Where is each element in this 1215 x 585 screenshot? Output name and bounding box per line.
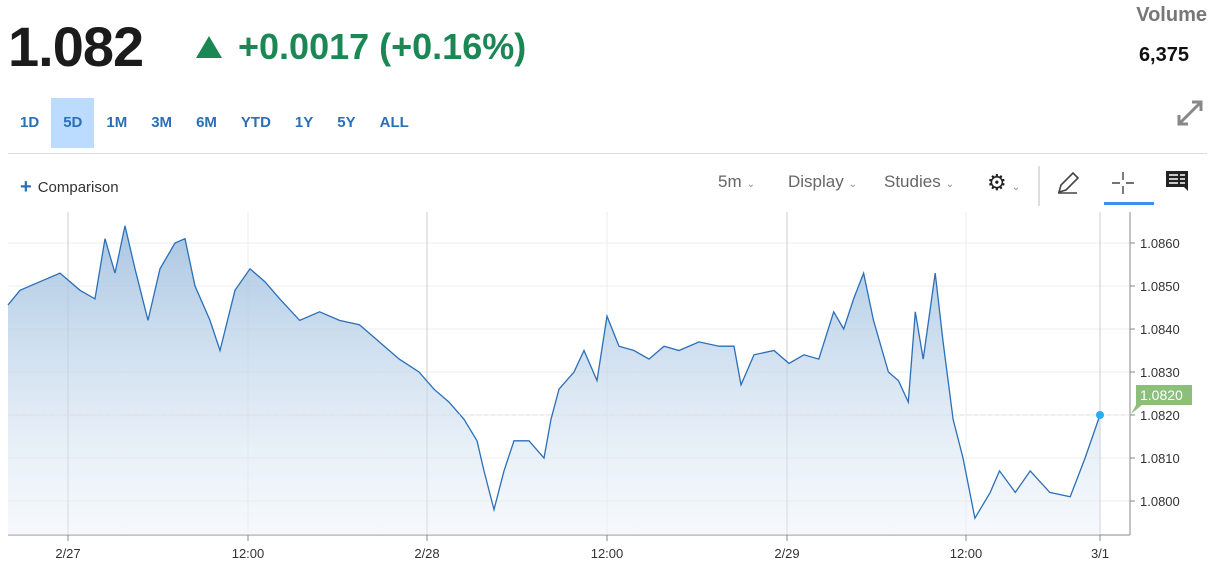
- chevron-down-icon: ⌄: [848, 179, 858, 190]
- range-tab-1y[interactable]: 1Y: [294, 114, 314, 131]
- x-tick-label: 12:00: [950, 546, 983, 561]
- y-tick-label: 1.0820: [1140, 408, 1180, 423]
- y-tick-label: 1.0860: [1140, 236, 1180, 251]
- up-arrow-icon: [196, 36, 222, 58]
- price-line: [7, 225, 1101, 520]
- crosshair-icon[interactable]: [1110, 170, 1136, 196]
- range-tab-5y[interactable]: 5Y: [337, 114, 356, 131]
- x-tick-label: 2/29: [774, 546, 799, 561]
- range-tab-6m[interactable]: 6M: [196, 114, 217, 131]
- y-tick-label: 1.0830: [1140, 365, 1180, 380]
- x-tick-label: 12:00: [232, 546, 265, 561]
- y-tick-label: 1.0800: [1140, 494, 1180, 509]
- display-dropdown[interactable]: Display ⌄: [788, 172, 858, 191]
- gear-icon: ⚙: [987, 170, 1007, 195]
- x-tick-label: 3/1: [1091, 546, 1109, 561]
- range-tabs: 1D 5D 1M 3M 6M YTD 1Y 5Y ALL: [8, 98, 421, 148]
- range-tab-3m[interactable]: 3M: [151, 114, 173, 131]
- toolbar-divider: [1038, 166, 1040, 206]
- draw-pencil-icon[interactable]: [1055, 170, 1081, 196]
- volume-value: 6,375: [1138, 44, 1189, 66]
- range-tab-1m[interactable]: 1M: [106, 114, 128, 131]
- x-tick-label: 12:00: [591, 546, 624, 561]
- last-price-label: 1.0820: [1140, 387, 1183, 403]
- range-tab-5d[interactable]: 5D: [51, 98, 95, 148]
- last-price-dot: [1096, 411, 1104, 419]
- expand-icon[interactable]: [1175, 98, 1205, 128]
- plus-icon: +: [20, 176, 32, 198]
- divider: [8, 153, 1207, 154]
- volume-label: Volume: [1136, 4, 1207, 26]
- range-tab-all[interactable]: ALL: [379, 114, 409, 131]
- comparison-button[interactable]: + Comparison: [20, 176, 119, 198]
- chevron-down-icon: ⌄: [1011, 182, 1021, 193]
- x-tick-label: 2/28: [414, 546, 439, 561]
- y-tick-label: 1.0810: [1140, 451, 1180, 466]
- price-change: +0.0017 (+0.16%): [196, 26, 526, 68]
- x-tick-label: 2/27: [55, 546, 80, 561]
- crosshair-active-indicator: [1104, 202, 1154, 205]
- studies-dropdown[interactable]: Studies ⌄: [884, 172, 955, 191]
- range-tab-ytd[interactable]: YTD: [240, 114, 271, 131]
- y-tick-label: 1.0850: [1140, 279, 1180, 294]
- last-price: 1.082: [8, 15, 144, 78]
- range-tab-1d[interactable]: 1D: [20, 114, 40, 131]
- chevron-down-icon: ⌄: [746, 179, 756, 190]
- comment-icon[interactable]: [1165, 170, 1191, 194]
- chevron-down-icon: ⌄: [945, 179, 955, 190]
- settings-dropdown[interactable]: ⚙ ⌄: [987, 170, 1020, 196]
- last-price-tag: [1131, 385, 1192, 414]
- y-tick-label: 1.0840: [1140, 322, 1180, 337]
- price-area: [8, 225, 1100, 536]
- interval-dropdown[interactable]: 5m ⌄: [718, 172, 756, 191]
